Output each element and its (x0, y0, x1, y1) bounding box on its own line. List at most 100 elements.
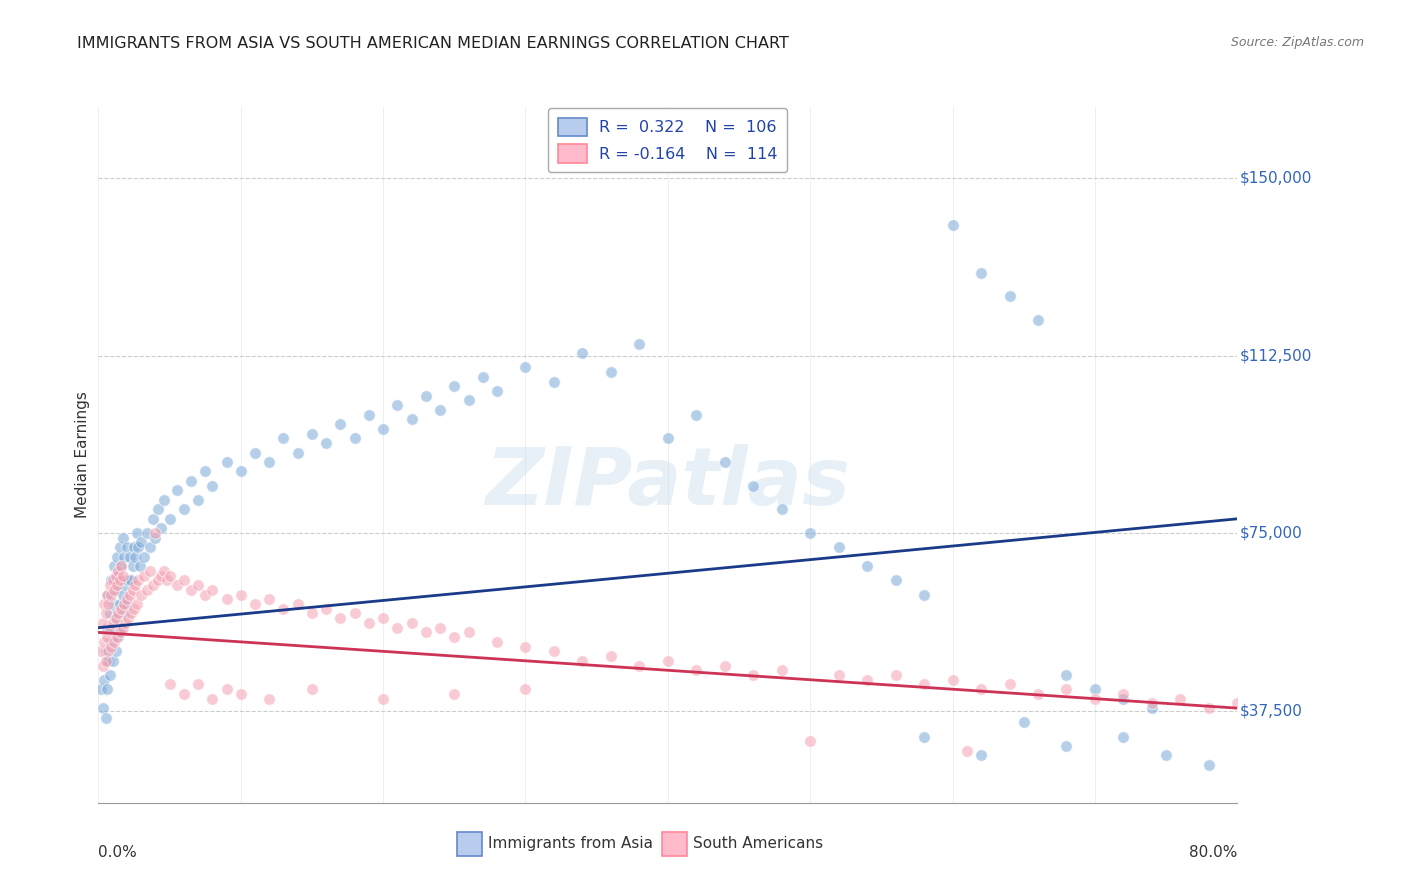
Point (94, 710, 117, 724)
Point (828, 540, 851, 554)
Text: ZIPatlas: ZIPatlas (485, 443, 851, 522)
Point (1170, 691, 1192, 706)
Point (259, 592, 281, 607)
Point (201, 478, 224, 492)
Point (770, 663, 793, 677)
Point (166, 578, 188, 592)
Point (373, 611, 395, 625)
Point (173, 502, 195, 516)
Point (91, 701, 114, 715)
Point (166, 483, 188, 498)
Point (215, 455, 238, 469)
Point (1012, 715, 1035, 730)
Point (1140, 697, 1163, 711)
Point (120, 574, 142, 588)
Point (714, 455, 737, 469)
Point (107, 607, 129, 621)
Point (357, 615, 380, 630)
Point (173, 574, 195, 588)
Point (107, 630, 129, 644)
Point (457, 393, 479, 408)
Point (108, 540, 131, 554)
Point (1254, 706, 1277, 720)
Point (94, 654, 117, 668)
Point (259, 455, 281, 469)
Point (415, 389, 437, 403)
Point (1056, 668, 1078, 682)
Text: Immigrants from Asia: Immigrants from Asia (488, 837, 652, 851)
FancyBboxPatch shape (457, 832, 482, 856)
Point (93, 597, 115, 611)
Point (194, 465, 217, 479)
Point (443, 379, 465, 393)
Point (125, 526, 148, 541)
Point (486, 384, 509, 398)
Point (145, 526, 167, 541)
Point (1226, 697, 1249, 711)
Point (1198, 758, 1220, 772)
Point (187, 578, 209, 592)
Point (180, 582, 202, 597)
Point (117, 611, 139, 625)
Point (108, 597, 131, 611)
Point (129, 535, 152, 549)
Point (657, 654, 679, 668)
Point (103, 559, 125, 574)
Point (415, 625, 437, 640)
Point (111, 588, 134, 602)
Point (912, 588, 935, 602)
Point (111, 621, 134, 635)
Point (96, 630, 118, 644)
Point (108, 574, 131, 588)
Point (912, 677, 935, 691)
Point (942, 219, 965, 233)
Text: $37,500: $37,500 (1240, 703, 1302, 718)
Point (110, 601, 132, 615)
Point (970, 682, 993, 697)
Point (273, 601, 295, 615)
Point (156, 574, 179, 588)
Point (998, 289, 1021, 303)
Point (97, 644, 120, 658)
Point (215, 682, 238, 697)
Point (187, 492, 209, 507)
Point (111, 531, 134, 545)
Point (215, 592, 238, 607)
Point (315, 601, 337, 615)
Point (799, 734, 821, 748)
Point (1154, 748, 1177, 763)
Legend: R =  0.322    N =  106, R = -0.164    N =  114: R = 0.322 N = 106, R = -0.164 N = 114 (548, 108, 787, 172)
Point (103, 582, 125, 597)
Point (301, 607, 323, 621)
Point (96, 682, 118, 697)
Point (1026, 687, 1049, 701)
Point (998, 677, 1021, 691)
Point (97, 654, 120, 668)
Point (628, 336, 651, 351)
Point (103, 635, 125, 649)
Point (138, 540, 160, 554)
Point (657, 431, 679, 445)
Text: $112,500: $112,500 (1240, 348, 1312, 363)
Point (90, 644, 112, 658)
Point (443, 630, 465, 644)
Point (98, 621, 121, 635)
Point (912, 730, 935, 744)
Point (799, 526, 821, 541)
Point (970, 266, 993, 280)
Point (103, 621, 125, 635)
Text: 80.0%: 80.0% (1189, 845, 1237, 860)
Point (515, 682, 537, 697)
Point (571, 654, 593, 668)
Point (457, 625, 479, 640)
Point (387, 621, 409, 635)
Point (1112, 691, 1135, 706)
Point (108, 625, 131, 640)
Point (1084, 682, 1107, 697)
Point (127, 574, 149, 588)
Point (129, 588, 152, 602)
Point (329, 417, 352, 432)
Point (114, 578, 136, 592)
Point (429, 621, 451, 635)
Point (111, 568, 134, 582)
